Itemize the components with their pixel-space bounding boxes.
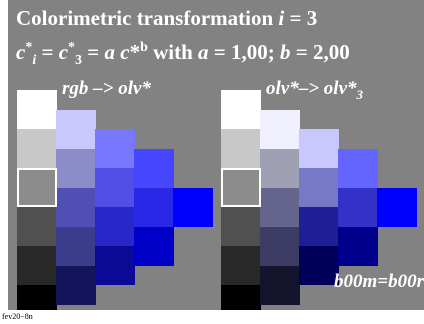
color-swatch [17,90,57,129]
color-swatch [56,265,96,305]
color-swatch [56,187,96,227]
color-swatch [134,187,174,227]
color-swatch [95,168,135,207]
middle-gray-frame [221,168,261,207]
color-swatch [377,187,417,227]
color-swatch [299,168,339,207]
color-swatch [299,129,339,168]
color-swatch [221,129,261,168]
color-swatch [221,207,261,246]
color-swatch [221,285,261,310]
right-chart-label: olv*–> olv*3 [266,78,364,102]
color-swatch [338,148,378,188]
color-swatch [17,285,57,310]
color-swatch [221,246,261,285]
title: Colorimetric transformation i = 3 [16,6,318,30]
color-swatch [338,187,378,227]
color-swatch [260,265,300,305]
color-swatch [134,148,174,188]
footnote: fev20−8n [2,312,33,321]
color-swatch [260,109,300,149]
color-swatch [299,246,339,285]
color-swatch [17,168,57,207]
color-swatch [95,129,135,168]
color-swatch [17,207,57,246]
color-swatch [56,148,96,188]
color-swatch [299,207,339,246]
corner-label: b00m=b00r [334,271,424,292]
color-swatch [260,187,300,227]
color-swatch [221,168,261,207]
diagram-panel: Colorimetric transformation i = 3 c*i = … [8,0,424,310]
color-swatch [173,187,213,227]
color-swatch [56,226,96,266]
color-swatch [56,109,96,149]
color-swatch [260,148,300,188]
color-swatch [95,207,135,246]
middle-gray-frame [17,168,57,207]
formula: c*i = c*3 = a c*b with a = 1,00; b = 2,0… [16,40,350,69]
color-swatch [260,226,300,266]
left-chart-label: rgb –> olv* [62,78,151,99]
color-swatch [338,226,378,266]
color-swatch [95,246,135,285]
color-swatch [134,226,174,266]
color-swatch [17,129,57,168]
color-swatch [17,246,57,285]
color-swatch [221,90,261,129]
